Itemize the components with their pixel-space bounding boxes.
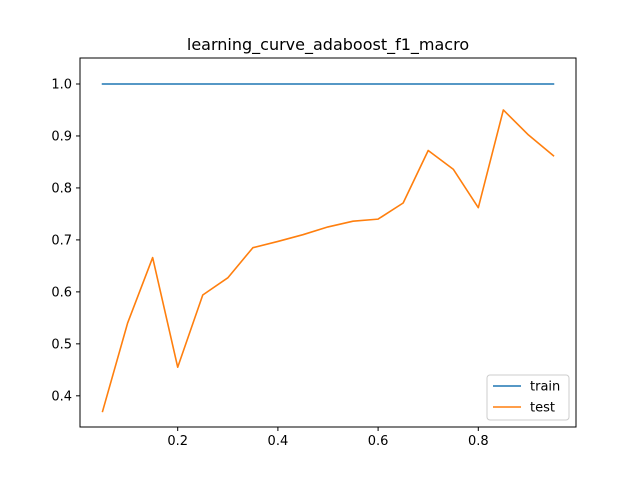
series-layer (101, 83, 555, 413)
x-tick-label: 0.6 (368, 434, 389, 449)
x-tick-label: 0.8 (468, 434, 489, 449)
y-tick-label: 0.4 (51, 389, 72, 404)
plot-frame (79, 57, 577, 428)
legend-label-test: test (530, 401, 555, 416)
series-line-test (101, 109, 555, 413)
y-tick-label: 0.5 (51, 337, 72, 352)
x-tick-label: 0.4 (268, 434, 289, 449)
y-axis: 0.4 0.5 0.6 0.7 0.8 0.9 1.0 (51, 77, 80, 404)
y-tick-label: 1.0 (51, 77, 72, 92)
chart-title: learning_curve_adaboost_f1_macro (187, 35, 469, 55)
y-tick-label: 0.7 (51, 233, 72, 248)
x-tick-label: 0.2 (167, 434, 188, 449)
legend-label-train: train (530, 380, 560, 395)
y-tick-label: 0.8 (51, 181, 72, 196)
legend: train test (486, 374, 570, 421)
y-tick-label: 0.9 (51, 129, 72, 144)
y-tick-label: 0.6 (51, 285, 72, 300)
x-axis: 0.2 0.4 0.6 0.8 (167, 427, 489, 449)
